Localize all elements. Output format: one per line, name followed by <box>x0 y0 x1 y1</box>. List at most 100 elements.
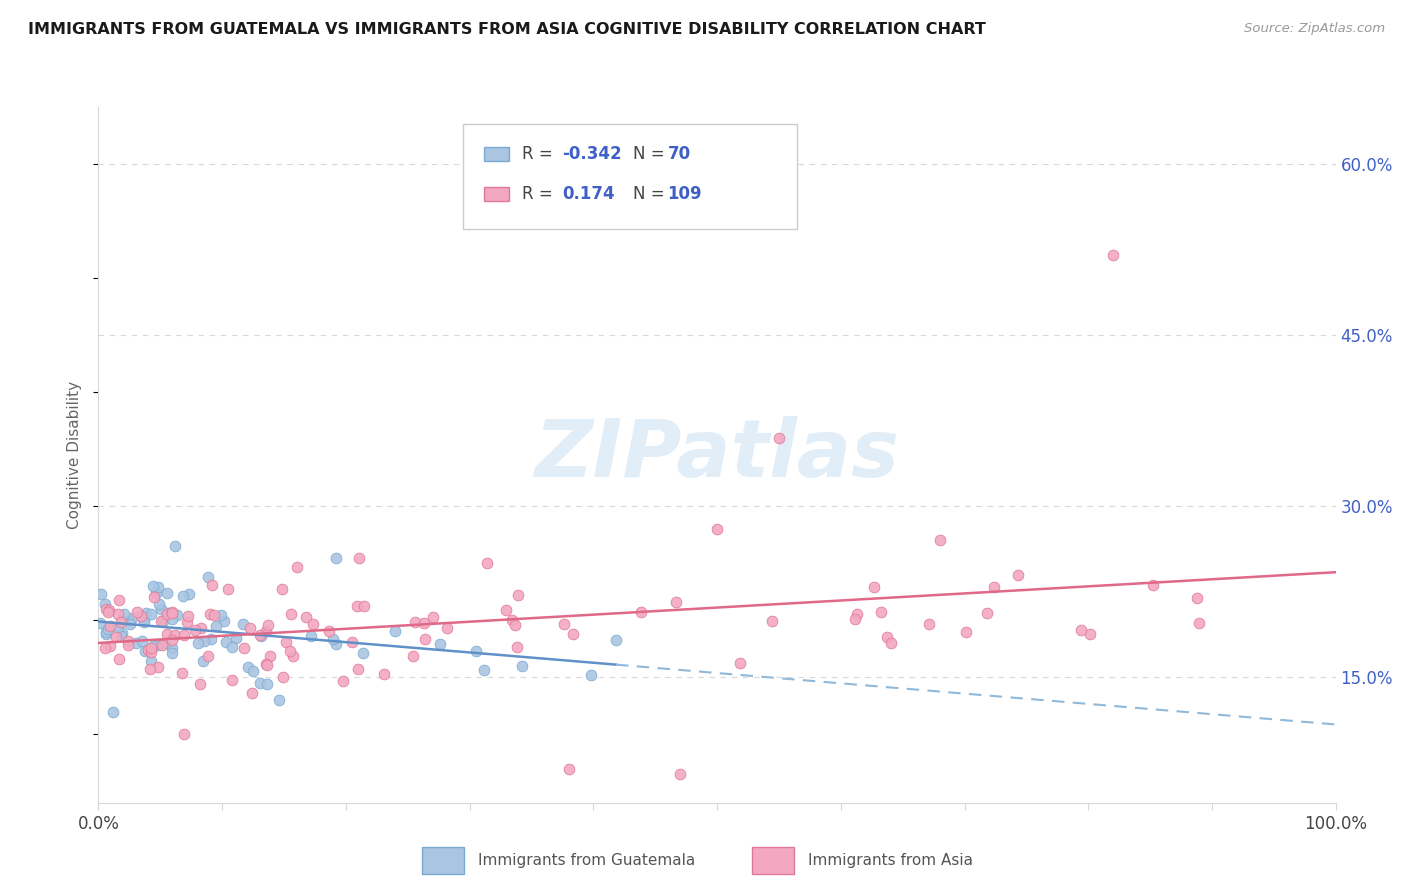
Point <box>107 620 129 634</box>
Point <box>1188 615 1211 630</box>
Point <box>254 657 277 671</box>
Point <box>347 663 370 677</box>
Point <box>283 648 305 663</box>
Point <box>120 617 142 632</box>
Point <box>202 607 225 622</box>
Point <box>117 634 139 648</box>
Point <box>340 635 363 649</box>
Point <box>1007 568 1029 582</box>
Point <box>217 582 239 596</box>
Point <box>869 606 891 620</box>
Point <box>107 607 129 621</box>
Point <box>170 666 193 681</box>
Point <box>177 609 200 624</box>
Text: N =: N = <box>633 185 669 203</box>
Point <box>761 614 783 628</box>
Point <box>160 607 183 621</box>
Point <box>581 668 603 682</box>
Point <box>322 632 344 646</box>
Bar <box>485 147 509 161</box>
Point <box>121 611 143 625</box>
Point <box>876 630 898 644</box>
Point <box>294 609 316 624</box>
Point <box>259 649 281 664</box>
Point <box>110 615 132 629</box>
FancyBboxPatch shape <box>464 124 797 229</box>
Text: Immigrants from Guatemala: Immigrants from Guatemala <box>478 854 696 868</box>
Point <box>146 580 169 594</box>
Point <box>142 590 165 604</box>
Point <box>94 597 117 611</box>
Point <box>256 618 278 632</box>
Point <box>553 617 575 632</box>
Point <box>495 603 517 617</box>
Point <box>983 580 1005 594</box>
Point <box>475 557 498 571</box>
Point <box>96 627 118 641</box>
Point <box>1078 626 1101 640</box>
Point <box>94 640 117 655</box>
Point <box>1070 624 1092 638</box>
Point <box>191 654 214 668</box>
Point <box>139 640 162 655</box>
Point <box>173 628 195 642</box>
Point <box>160 605 183 619</box>
Text: Source: ZipAtlas.com: Source: ZipAtlas.com <box>1244 22 1385 36</box>
Point <box>150 639 173 653</box>
Point <box>118 613 141 627</box>
Point <box>276 635 298 649</box>
Point <box>156 607 179 622</box>
Point <box>148 597 170 611</box>
Point <box>141 654 163 668</box>
Point <box>232 640 254 655</box>
Point <box>105 630 128 644</box>
Point <box>142 579 165 593</box>
Point <box>125 605 148 619</box>
Bar <box>752 847 794 874</box>
Point <box>141 607 163 621</box>
Point <box>976 606 998 620</box>
Point <box>160 641 183 656</box>
Point <box>256 677 278 691</box>
Bar <box>422 847 464 874</box>
Point <box>212 614 235 628</box>
Point <box>239 621 262 635</box>
Point <box>101 705 124 719</box>
Point <box>232 617 254 632</box>
Point <box>352 646 374 660</box>
Point <box>117 638 139 652</box>
Point <box>139 645 162 659</box>
Point <box>98 639 121 653</box>
Text: -0.342: -0.342 <box>562 145 621 163</box>
Point <box>156 626 179 640</box>
Point <box>501 613 523 627</box>
Point <box>422 609 444 624</box>
Point <box>318 624 340 638</box>
Point <box>630 605 652 619</box>
Point <box>472 663 495 677</box>
Point <box>240 686 263 700</box>
Point <box>862 580 884 594</box>
Point <box>1142 578 1164 592</box>
Point <box>135 606 157 620</box>
Point <box>664 595 686 609</box>
Point <box>179 587 201 601</box>
Text: 109: 109 <box>668 185 702 203</box>
Point <box>156 586 179 600</box>
Point <box>112 607 135 622</box>
Point <box>557 762 579 776</box>
Point <box>242 664 264 678</box>
Point <box>280 607 302 622</box>
Point <box>373 666 395 681</box>
Point <box>160 646 183 660</box>
Point <box>98 603 121 617</box>
Point <box>928 533 950 548</box>
Point <box>225 631 247 645</box>
Point <box>332 673 354 688</box>
Point <box>94 624 117 639</box>
Point <box>149 602 172 616</box>
Point <box>844 612 866 626</box>
Point <box>353 599 375 613</box>
Point <box>209 608 232 623</box>
Point <box>506 588 529 602</box>
